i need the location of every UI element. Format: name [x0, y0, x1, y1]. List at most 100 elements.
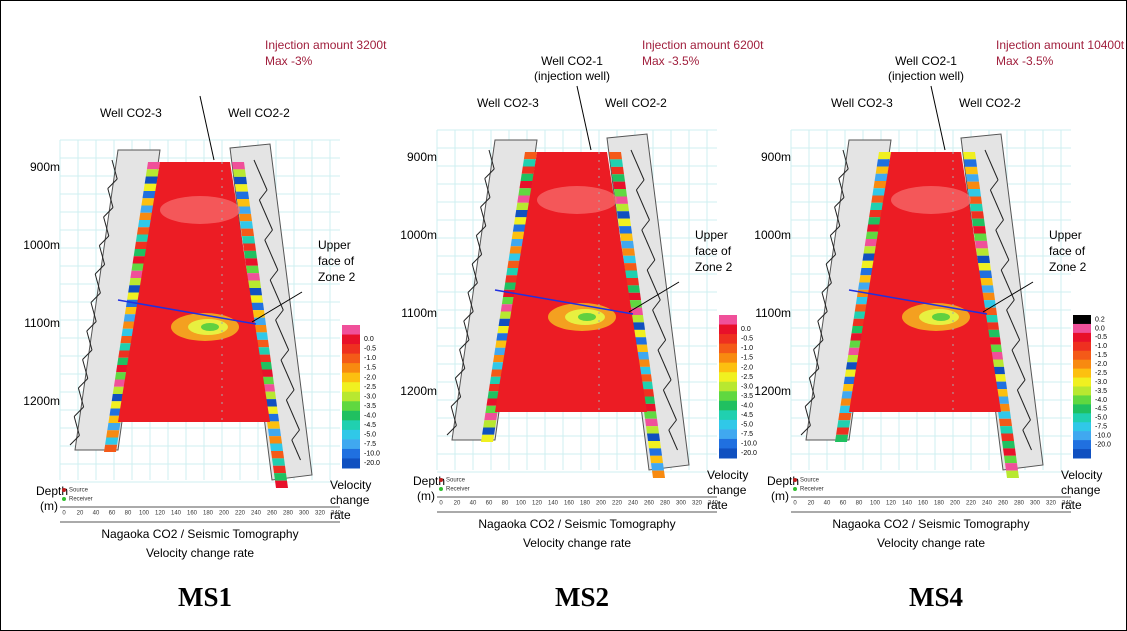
strip-left	[500, 304, 514, 312]
strip-right	[629, 300, 642, 308]
log-trace	[284, 369, 291, 381]
depth-axis: Depth	[767, 474, 799, 488]
colorbar-swatch	[1073, 341, 1091, 352]
log-trace	[467, 292, 472, 303]
strip-right	[632, 322, 645, 330]
strip-left	[495, 340, 509, 348]
log-trace	[291, 429, 300, 441]
colorbar-title: rate	[707, 498, 728, 512]
colorbar-label: -1.5	[741, 355, 753, 362]
strip-right	[247, 273, 260, 281]
x-tick-label: 60	[840, 501, 847, 507]
log-trace	[1004, 249, 1010, 261]
strip-left	[509, 246, 523, 254]
strip-left	[146, 162, 160, 170]
log-trace	[105, 226, 110, 237]
strip-right	[269, 436, 282, 444]
colorbar-swatch	[1073, 440, 1091, 450]
x-tick-label: 180	[580, 501, 591, 507]
log-trace	[455, 368, 466, 379]
colorbar-swatch	[342, 344, 360, 355]
strip-left	[870, 202, 884, 210]
log-trace	[269, 279, 276, 291]
strip-left	[487, 391, 501, 399]
plot-subtitle: Velocity change rate	[523, 536, 631, 550]
strip-right	[255, 332, 268, 340]
strip-right	[633, 329, 646, 338]
zone-label: Zone 2	[1049, 260, 1087, 274]
log-trace	[283, 339, 290, 351]
log-trace	[813, 349, 817, 360]
plot-title: Nagaoka CO2 / Seismic Tomography	[478, 517, 675, 531]
leader	[199, 95, 215, 161]
strip-right	[613, 181, 626, 190]
log-trace	[94, 273, 99, 284]
strip-right	[237, 199, 250, 207]
x-tick-label: 160	[918, 501, 929, 507]
strip-right	[271, 450, 284, 459]
colorbar-swatch	[342, 363, 360, 374]
log-trace	[69, 435, 80, 446]
log-trace	[640, 199, 646, 211]
strip-left	[875, 166, 889, 174]
strip-left	[858, 282, 872, 290]
log-trace	[1005, 279, 1011, 291]
zone-label: face of	[318, 254, 355, 268]
strip-left	[853, 311, 867, 319]
x-tick-label: 240	[251, 511, 262, 517]
strip-left	[124, 307, 138, 315]
log-trace	[646, 259, 656, 271]
colorbar-swatch	[719, 372, 737, 383]
log-trace	[834, 197, 845, 208]
panel: Injection amount 3200t Max -3% Well CO2-3 W…	[23, 38, 387, 612]
strip-right	[998, 411, 1011, 419]
zone-line	[848, 289, 988, 315]
strip-right	[263, 391, 276, 400]
log-trace	[275, 319, 281, 331]
strip-left	[494, 347, 508, 355]
colorbar-title: Velocity	[707, 468, 748, 482]
strip-left	[838, 413, 852, 421]
panel: Injection amount 6200t Max -3.5% Well CO2-…	[400, 38, 764, 612]
leader	[628, 281, 680, 313]
strip-left	[110, 401, 124, 409]
strip-right	[250, 295, 263, 303]
log-trace	[804, 396, 815, 407]
strip-left	[522, 159, 536, 167]
x-tick-label: 80	[502, 501, 509, 507]
strip-right	[970, 203, 983, 212]
strip-left	[117, 357, 131, 365]
anomaly	[160, 196, 240, 224]
x-tick-label: 180	[203, 511, 214, 517]
strip-right	[976, 248, 989, 256]
log-trace	[999, 239, 1005, 251]
colorbar-swatch	[719, 362, 737, 373]
well-label: Well CO2-2	[605, 96, 667, 110]
strip-left	[512, 224, 526, 232]
strip-left	[501, 297, 515, 305]
strip-right	[239, 213, 252, 222]
strip-left	[846, 362, 860, 370]
x-tick-label: 340	[331, 511, 342, 517]
log-trace	[454, 377, 459, 388]
strip-right	[240, 221, 253, 229]
log-trace	[267, 219, 273, 231]
log-trace	[1006, 309, 1012, 321]
log-trace	[1006, 299, 1015, 311]
tomography	[495, 152, 647, 412]
strip-left	[483, 420, 497, 428]
strip-right	[609, 152, 622, 160]
strip-right	[625, 270, 638, 278]
strip-right	[232, 162, 245, 170]
depth-axis: (m)	[771, 489, 789, 503]
legend-dot	[62, 497, 66, 501]
panel-label: MS1	[178, 582, 232, 612]
log-trace	[84, 368, 89, 379]
strip-left	[498, 318, 512, 326]
x-tick-label: 200	[219, 511, 230, 517]
plot-subtitle: Velocity change rate	[146, 546, 254, 560]
strip-left	[134, 241, 148, 249]
log-trace	[94, 264, 105, 275]
strip-right	[612, 174, 625, 182]
log-trace	[1011, 349, 1017, 361]
